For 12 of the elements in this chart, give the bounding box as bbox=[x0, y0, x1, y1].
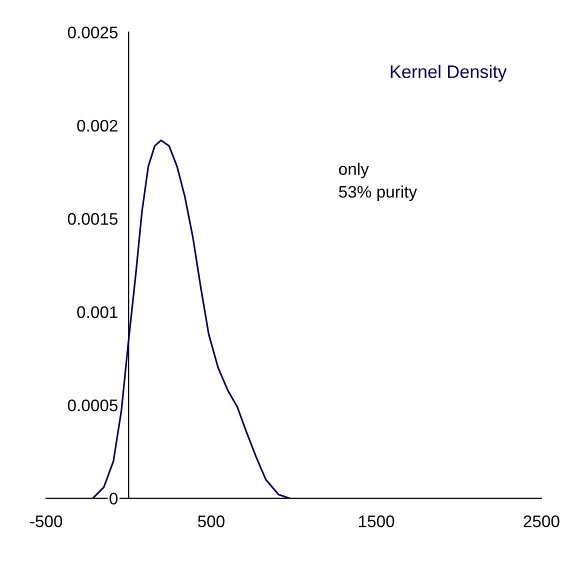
x-tick-label: 2500 bbox=[524, 515, 560, 528]
x-tick-label: -500 bbox=[30, 515, 62, 528]
y-tick-label: 0.0025 bbox=[68, 26, 118, 38]
y-tick-label: 0.0005 bbox=[68, 400, 118, 412]
annotation: Kernel Density bbox=[390, 64, 507, 82]
x-tick-label: 500 bbox=[198, 515, 224, 528]
x-tick-label: 1500 bbox=[359, 515, 394, 528]
y-tick-label: 0 bbox=[110, 492, 118, 505]
y-tick-label: 0.0015 bbox=[68, 213, 118, 225]
y-tick-label: 0.001 bbox=[77, 306, 118, 318]
annotation: only 53% purity bbox=[339, 162, 418, 202]
y-tick-label: 0.002 bbox=[77, 120, 118, 132]
